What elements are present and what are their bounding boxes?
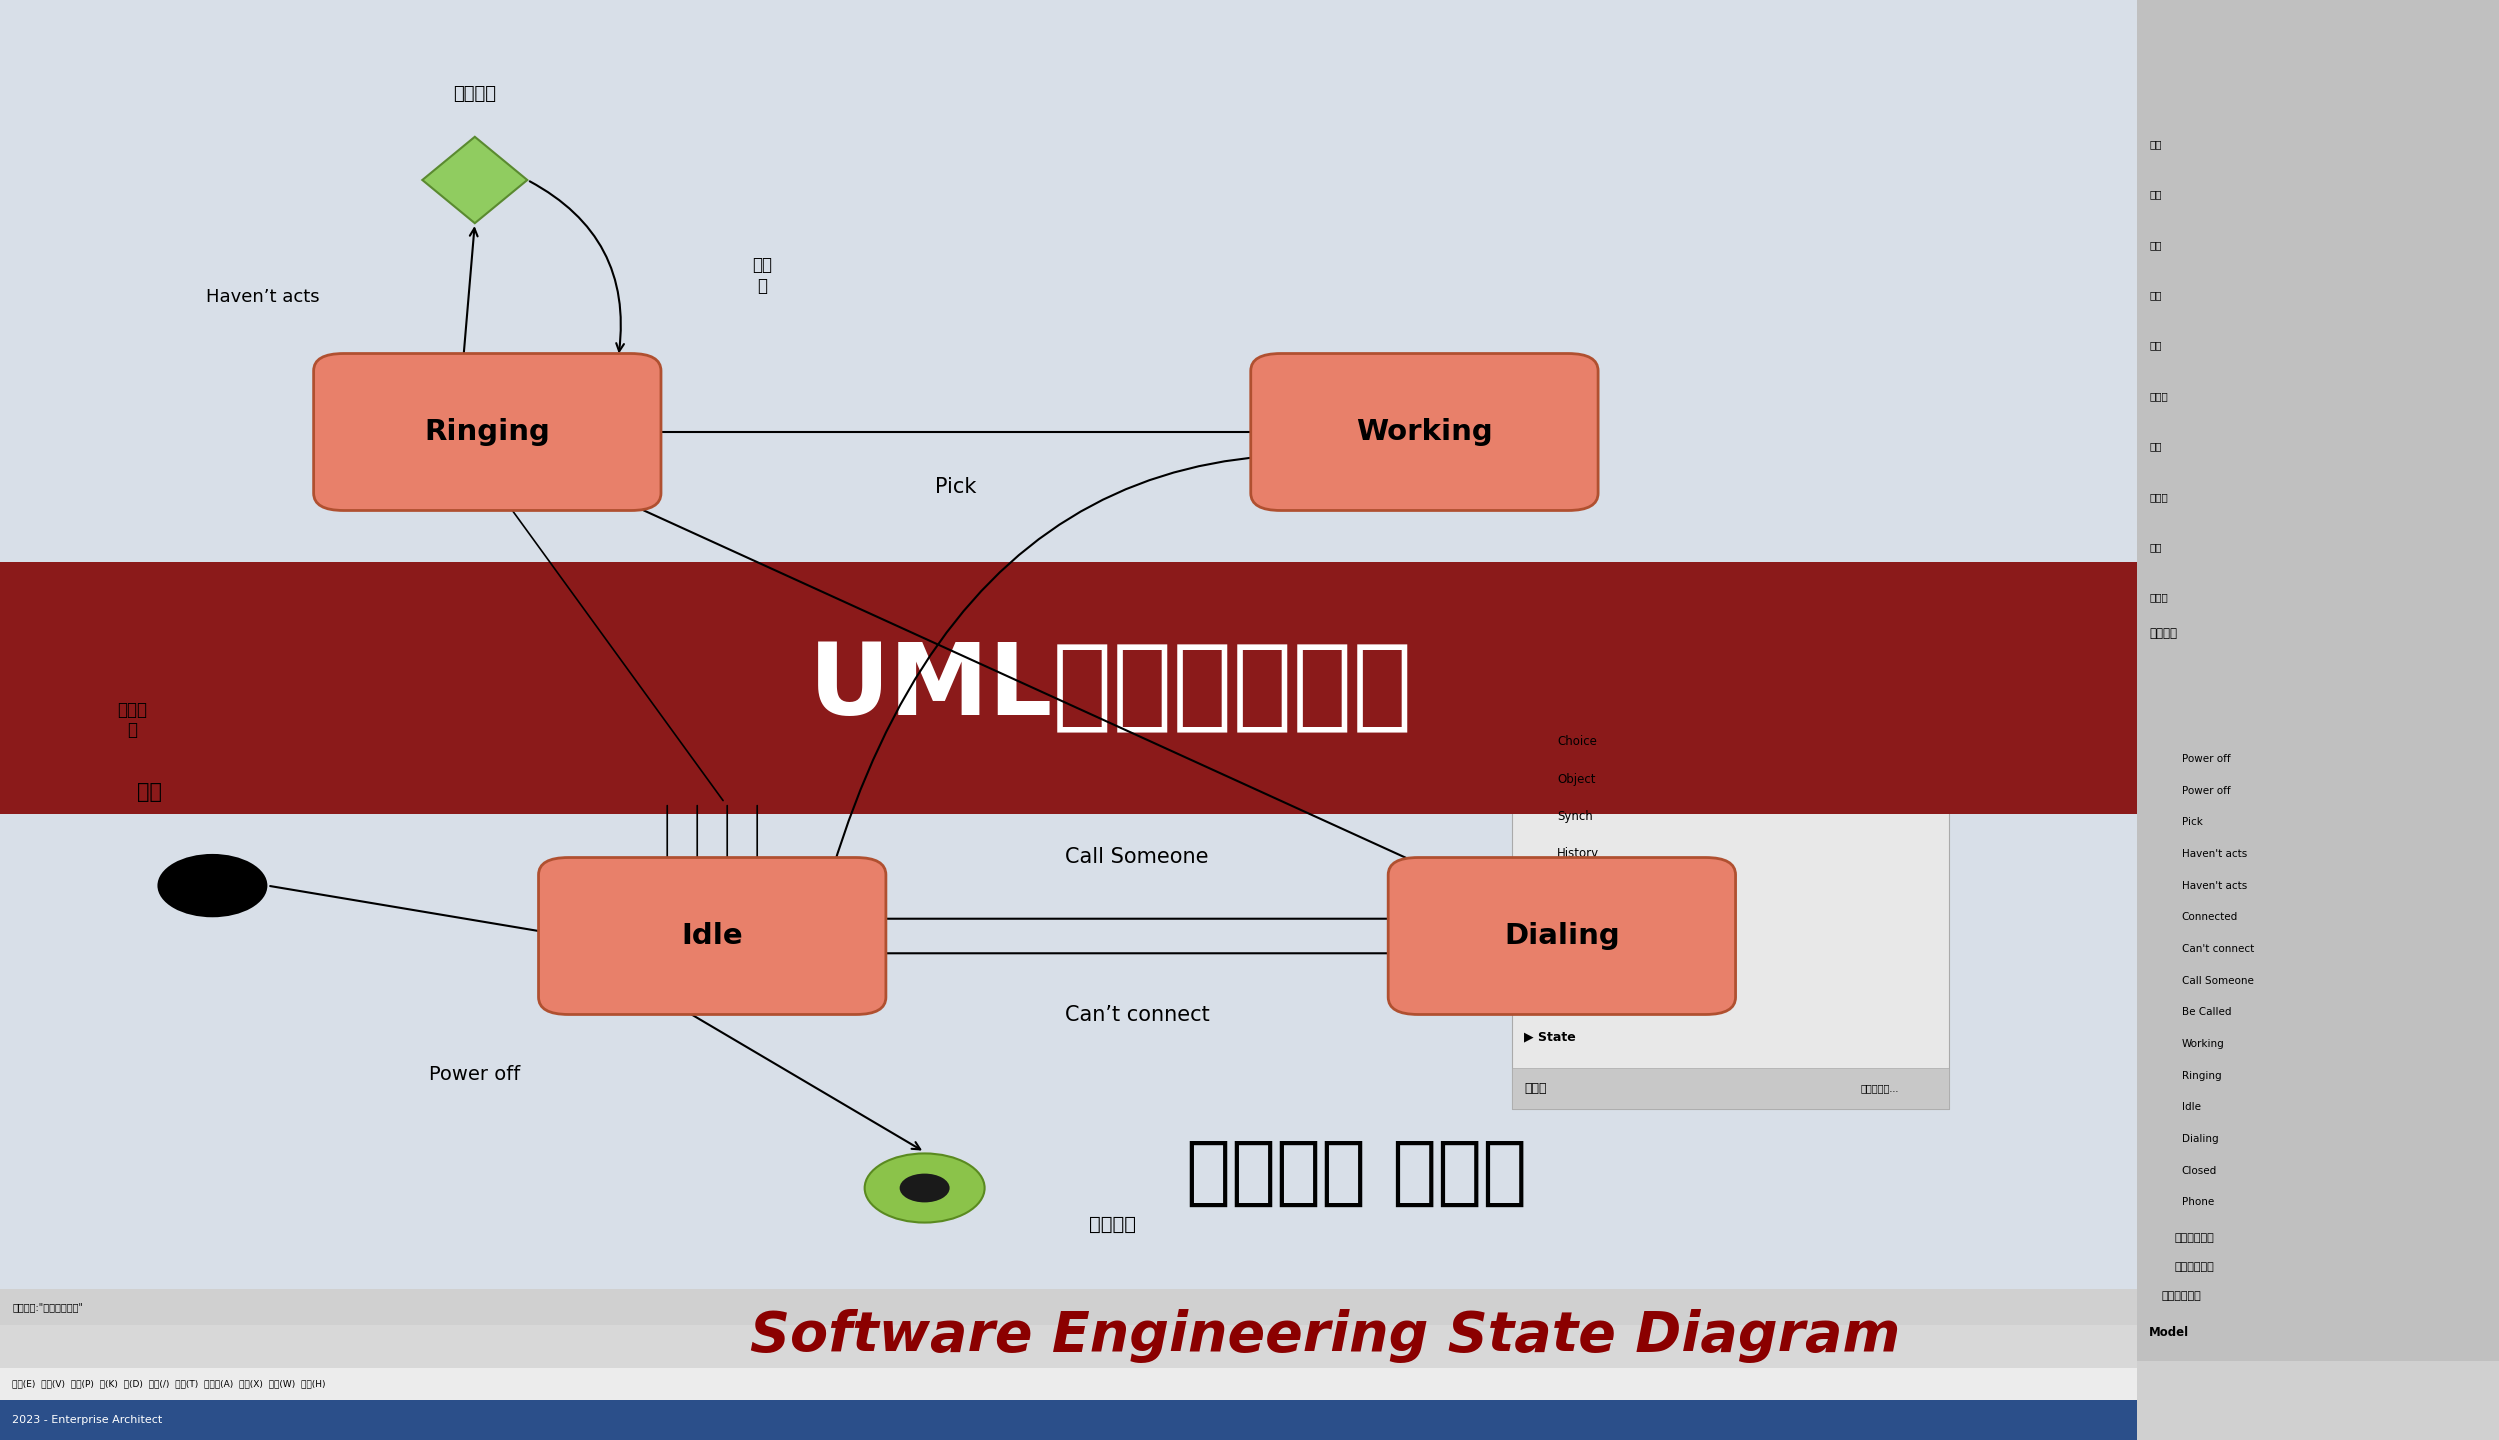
Text: 终止元素: 终止元素 (1090, 1214, 1135, 1234)
Text: 手机的状态图: 手机的状态图 (2174, 1263, 2214, 1272)
Circle shape (865, 1153, 985, 1223)
Text: 作用域: 作用域 (2149, 593, 2169, 602)
Text: UML状态图的绘制: UML状态图的绘制 (810, 639, 1412, 736)
Text: 编辑(E)  查看(V)  项目(P)  包(K)  图(D)  元素(/)  工具(T)  分析器(A)  扩展(X)  窗口(W)  帮助(H): 编辑(E) 查看(V) 项目(P) 包(K) 图(D) 元素(/) 工具(T) … (12, 1380, 325, 1388)
FancyBboxPatch shape (315, 353, 660, 511)
Text: Ringing: Ringing (2182, 1071, 2222, 1080)
Text: 手机的状态图: 手机的状态图 (2162, 1292, 2202, 1300)
Text: 版本: 版本 (2149, 341, 2162, 350)
Text: 别名: 别名 (2149, 442, 2162, 451)
Text: History: History (1557, 847, 1599, 861)
Text: Model: Model (2149, 1325, 2189, 1339)
Text: Closed: Closed (2182, 1166, 2217, 1175)
Circle shape (900, 1174, 950, 1202)
Text: ▶ State: ▶ State (1524, 1030, 1577, 1044)
Text: 初始元
素: 初始元 素 (117, 701, 147, 739)
Text: 可见性: 可见性 (2149, 392, 2169, 400)
Text: Choice: Choice (1557, 734, 1597, 749)
Text: Phone: Phone (2182, 1198, 2214, 1207)
FancyBboxPatch shape (1512, 727, 1949, 1109)
FancyBboxPatch shape (1389, 858, 1734, 1014)
Text: Power off: Power off (2182, 755, 2229, 763)
Text: Call Someone: Call Someone (1065, 847, 1210, 867)
Text: Dialing: Dialing (2182, 1135, 2219, 1143)
Text: Object: Object (1557, 772, 1594, 786)
Text: Pick: Pick (935, 477, 977, 497)
FancyBboxPatch shape (2137, 1361, 2499, 1440)
Text: 类型: 类型 (2149, 543, 2162, 552)
Text: 是否超时: 是否超时 (452, 85, 497, 102)
Polygon shape (422, 137, 527, 223)
Text: 工具笱: 工具笱 (1524, 1081, 1547, 1096)
Text: Pick: Pick (2182, 818, 2202, 827)
Text: Haven't acts: Haven't acts (2182, 850, 2247, 858)
Text: Connected: Connected (2182, 913, 2239, 922)
FancyBboxPatch shape (540, 858, 887, 1014)
Text: Idle: Idle (682, 922, 742, 950)
Text: Can’t connect: Can’t connect (1065, 1005, 1210, 1025)
Text: 约束型: 约束型 (2149, 492, 2169, 501)
Text: 状态: 状态 (2149, 240, 2162, 249)
Text: Haven’t acts: Haven’t acts (205, 288, 320, 307)
Text: Initial: Initial (1557, 922, 1589, 936)
Text: Power off: Power off (430, 1066, 520, 1084)
Text: Synch: Synch (1557, 809, 1592, 824)
Text: Call Someone: Call Someone (2182, 976, 2254, 985)
Text: 项目: 项目 (2149, 190, 2162, 199)
Text: State: State (1557, 996, 1589, 1011)
Text: Working: Working (2182, 1040, 2224, 1048)
Text: 别名: 别名 (2149, 291, 2162, 300)
Text: Software Engineering State Diagram: Software Engineering State Diagram (750, 1309, 1899, 1364)
FancyBboxPatch shape (0, 562, 2137, 814)
Circle shape (1524, 922, 1549, 936)
Text: 一般设置: 一般设置 (2149, 626, 2177, 641)
Text: 高级: 高级 (2149, 140, 2162, 148)
Text: Haven't acts: Haven't acts (2182, 881, 2247, 890)
Text: 软件工程 实验七: 软件工程 实验七 (1187, 1138, 1527, 1210)
Text: Ringing: Ringing (425, 418, 550, 446)
Text: Dialing: Dialing (1504, 922, 1619, 950)
Text: Be Called: Be Called (2182, 1008, 2232, 1017)
Text: State Machine: State Machine (1557, 959, 1642, 973)
FancyBboxPatch shape (0, 0, 2137, 1289)
FancyBboxPatch shape (0, 1289, 2137, 1325)
Text: 手机的状态图: 手机的状态图 (2174, 1234, 2214, 1243)
FancyBboxPatch shape (1512, 1068, 1949, 1109)
Text: 状态机图:"手机的状态图": 状态机图:"手机的状态图" (12, 1302, 82, 1312)
Text: 开机: 开机 (137, 782, 162, 802)
Text: Working: Working (1357, 418, 1492, 446)
FancyBboxPatch shape (2137, 0, 2499, 1440)
FancyBboxPatch shape (0, 1368, 2137, 1400)
Text: Can't connect: Can't connect (2182, 945, 2254, 953)
Circle shape (157, 854, 267, 917)
Text: 未超
时: 未超 时 (752, 256, 772, 295)
Text: 更多的工具...: 更多的工具... (1862, 1084, 1899, 1093)
Text: Final: Final (1557, 884, 1584, 899)
FancyBboxPatch shape (0, 1400, 2137, 1440)
Text: Power off: Power off (2182, 786, 2229, 795)
FancyBboxPatch shape (0, 1325, 2137, 1368)
Text: 2023 - Enterprise Architect: 2023 - Enterprise Architect (12, 1416, 162, 1424)
FancyBboxPatch shape (1250, 353, 1599, 511)
Text: Idle: Idle (2182, 1103, 2202, 1112)
